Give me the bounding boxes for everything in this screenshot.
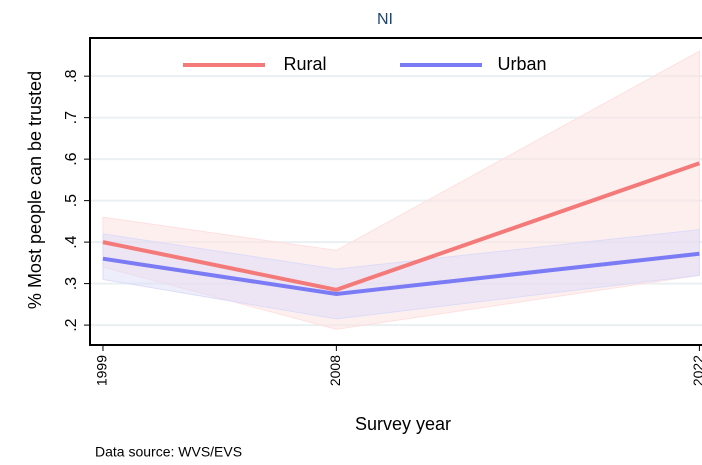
chart-title: NI <box>377 11 393 28</box>
y-tick-label: .5 <box>63 194 80 207</box>
y-tick-label: .7 <box>63 111 80 124</box>
legend-label: Rural <box>283 54 326 74</box>
x-tick-label: 2008 <box>327 355 343 386</box>
y-tick-label: .8 <box>63 69 80 82</box>
line <box>102 161 701 292</box>
confidence-band <box>102 229 700 320</box>
y-tick-label: .3 <box>63 277 80 290</box>
x-tick-label: 1999 <box>94 355 110 386</box>
x-tick-label: 2022 <box>690 355 702 386</box>
y-axis-title: % Most people can be trusted <box>25 71 45 309</box>
y-tick-label: .4 <box>63 235 80 248</box>
legend-label: Urban <box>497 54 546 74</box>
note: Data source: WVS/EVS <box>95 444 242 460</box>
x-axis-title: Survey year <box>355 414 451 434</box>
y-tick-label: .2 <box>63 318 80 331</box>
line <box>102 251 700 296</box>
y-tick-label: .6 <box>63 152 80 165</box>
plot-frame <box>89 37 702 346</box>
